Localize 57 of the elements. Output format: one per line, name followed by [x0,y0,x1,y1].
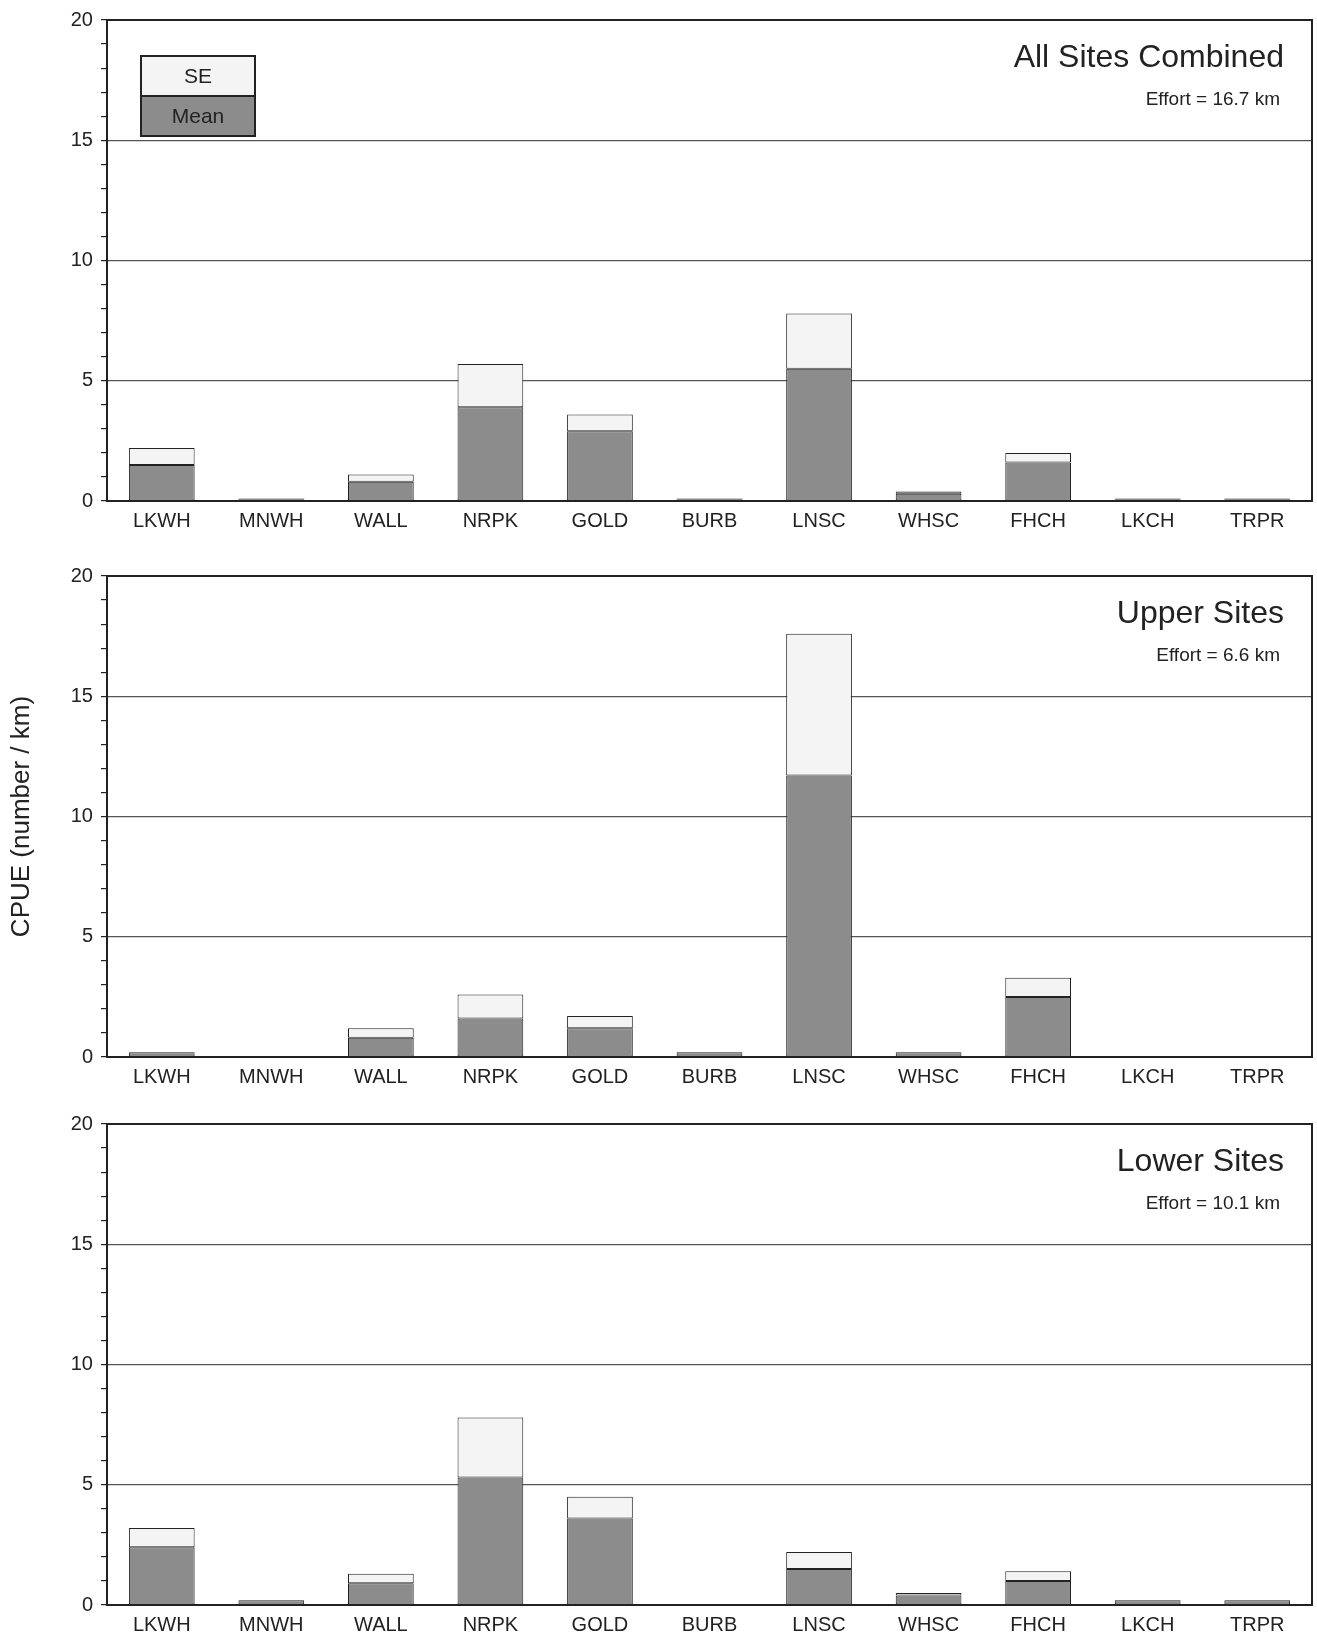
y-tick-label: 5 [81,924,93,947]
x-tick-label: NRPK [462,1064,519,1087]
y-tick-label: 15 [70,683,93,706]
y-tick-label: 0 [81,1044,93,1067]
x-tick-label: LNSC [792,508,846,531]
x-tick-label: WHSC [898,508,960,531]
y-tick-label: 10 [70,1352,93,1375]
x-tick-label: GOLD [571,1064,629,1087]
y-tick-label: 5 [81,368,93,391]
text: Effort = 16.7 km [1145,87,1280,109]
x-tick-label: WALL [354,508,408,531]
y-tick-label: 5 [81,1472,93,1495]
y-tick-label: 10 [70,804,93,827]
text: Effort = 10.1 km [1145,1191,1280,1213]
x-tick-label: LNSC [792,1612,846,1635]
x-tick-label: LNSC [792,1064,846,1087]
y-tick-label: 15 [70,1231,93,1254]
x-tick-label: NRPK [462,508,519,531]
y-tick-label: 0 [81,488,93,511]
x-tick-label: TRPR [1230,1612,1285,1635]
x-tick-label: TRPR [1230,1064,1285,1087]
text: Mean [171,103,225,127]
x-tick-label: BURB [681,508,738,531]
x-tick-label: GOLD [571,508,629,531]
text: Upper Sites [1116,593,1284,630]
y-tick-label: 10 [70,248,93,271]
x-tick-label: LKCH [1121,508,1175,531]
y-tick-label: 0 [81,1592,93,1615]
x-tick-label: LKWH [132,1064,191,1087]
x-tick-label: FHCH [1010,1064,1066,1087]
x-tick-label: NRPK [462,1612,519,1635]
x-tick-label: WHSC [898,1064,960,1087]
x-tick-label: WALL [354,1612,408,1635]
text: Lower Sites [1116,1141,1284,1178]
x-tick-label: MNWH [239,1612,304,1635]
x-tick-label: GOLD [571,1612,629,1635]
y-tick-label: 20 [70,7,93,30]
x-tick-label: FHCH [1010,1612,1066,1635]
x-tick-label: MNWH [239,1064,304,1087]
y-tick-label: 20 [70,563,93,586]
x-tick-label: LKCH [1121,1064,1175,1087]
y-axis-title: CPUE (number / km) [4,695,35,938]
x-tick-label: MNWH [239,508,304,531]
y-tick-label: 20 [70,1111,93,1134]
x-tick-label: WHSC [898,1612,960,1635]
text: Effort = 6.6 km [1156,643,1280,665]
text: SE [183,63,213,87]
x-tick-label: LKCH [1121,1612,1175,1635]
text: All Sites Combined [1013,37,1284,74]
x-tick-label: BURB [681,1612,738,1635]
x-tick-label: WALL [354,1064,408,1087]
x-tick-label: LKWH [132,1612,191,1635]
x-tick-label: FHCH [1010,508,1066,531]
x-tick-label: BURB [681,1064,738,1087]
x-tick-label: LKWH [132,508,191,531]
y-tick-label: 15 [70,127,93,150]
x-tick-label: TRPR [1230,508,1285,531]
